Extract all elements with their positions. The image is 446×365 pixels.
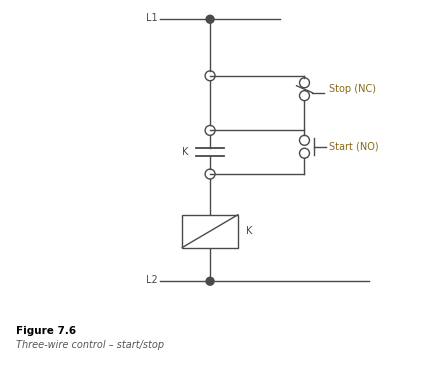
Text: Three-wire control – start/stop: Three-wire control – start/stop	[17, 340, 165, 350]
Text: Figure 7.6: Figure 7.6	[17, 326, 76, 336]
Text: K: K	[182, 147, 188, 157]
Text: Start (NO): Start (NO)	[329, 142, 379, 152]
Text: K: K	[246, 226, 252, 236]
Text: L2: L2	[146, 275, 157, 285]
Text: L1: L1	[146, 13, 157, 23]
Circle shape	[206, 277, 214, 285]
Bar	[182, 215, 238, 247]
Circle shape	[206, 15, 214, 23]
Text: Stop (NC): Stop (NC)	[329, 84, 376, 94]
